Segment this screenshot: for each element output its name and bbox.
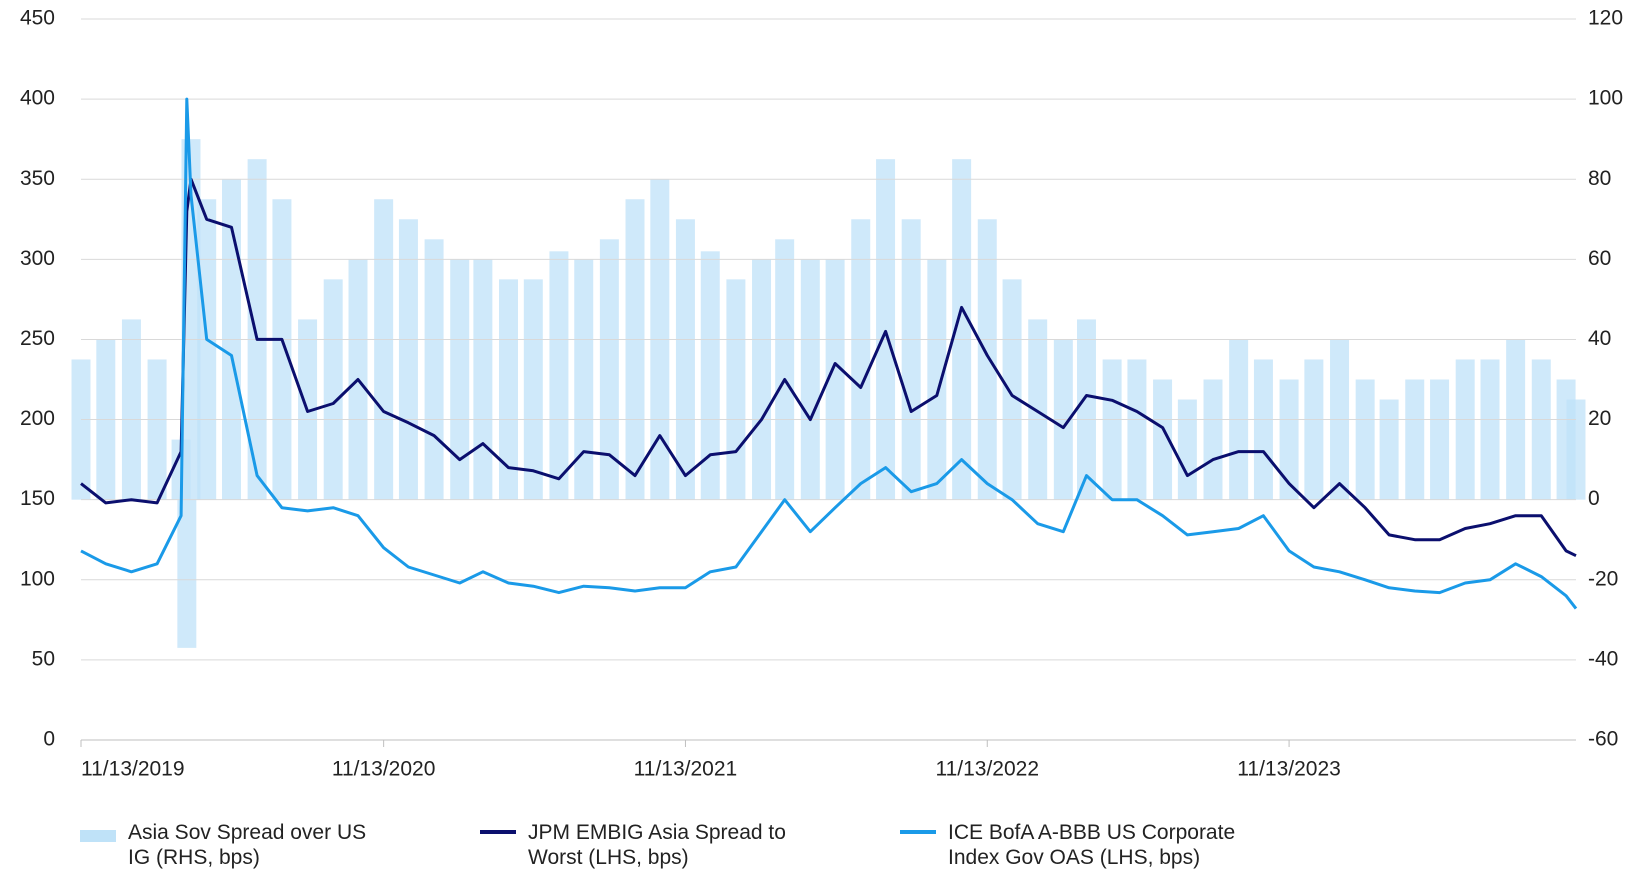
bar [1002,279,1022,500]
y-tick-label: 450 [20,7,55,30]
bar [272,199,292,500]
legend-swatch [900,830,936,834]
bar [800,259,820,500]
legend-item: ICE BofA A-BBB US Corporate Index Gov OA… [900,820,1288,870]
legend-swatch [480,830,516,834]
y2-tick-label: 120 [1588,7,1623,30]
bar [599,239,619,500]
y-tick-label: 300 [20,247,55,270]
y2-tick-label: 80 [1588,167,1611,190]
bar [1455,359,1475,500]
bar [1355,379,1375,500]
bar [549,251,569,500]
bar [1405,379,1425,500]
bar [876,159,896,500]
bar [825,259,845,500]
y-tick-label: 250 [20,327,55,350]
bar [147,359,167,500]
x-tick-label: 11/13/2019 [81,758,185,781]
bar [398,219,418,500]
bar [775,239,795,500]
bar [473,259,493,500]
bar [323,279,343,500]
bar [726,279,746,500]
x-tick-label: 11/13/2020 [332,758,436,781]
bar [424,239,444,500]
bar [177,499,197,648]
bar [374,199,394,500]
bar [574,259,594,500]
bar [1076,319,1096,500]
bar [121,319,141,500]
bar [952,159,972,500]
bar [1531,359,1551,500]
bar [1430,379,1450,500]
bar [675,219,695,500]
bar [1153,379,1173,500]
bar [752,259,772,500]
y2-tick-label: 20 [1588,407,1611,430]
bar [71,359,91,500]
bar [1127,359,1147,500]
bar [1480,359,1500,500]
bar [1203,379,1223,500]
y2-tick-label: 0 [1588,487,1600,510]
x-tick-label: 11/13/2021 [634,758,738,781]
y-tick-label: 50 [32,647,55,670]
bar [1177,399,1197,500]
y-tick-label: 200 [20,407,55,430]
bar [1253,359,1273,500]
x-tick-label: 11/13/2022 [935,758,1039,781]
y2-tick-label: 60 [1588,247,1611,270]
y2-tick-label: 40 [1588,327,1611,350]
y2-tick-label: -20 [1588,567,1618,590]
legend-label: Asia Sov Spread over US IG (RHS, bps) [128,821,367,869]
y2-tick-label: 100 [1588,87,1623,110]
bar [247,159,267,500]
legend-item: Asia Sov Spread over US IG (RHS, bps) [80,820,388,870]
bar [700,251,720,500]
y-tick-label: 100 [20,567,55,590]
bar [1379,399,1399,500]
x-tick-label: 11/13/2023 [1237,758,1341,781]
bar [450,259,470,500]
bar [523,279,543,500]
line-series [80,97,1578,610]
bar-layer [71,139,1586,648]
chart: 0 50 100 150 200 250 300 350 400 450 -60 -40 -20 0 20 4… [20,7,1623,781]
legend-label: JPM EMBIG Asia Spread to Worst (LHS, bps… [528,821,786,869]
bar [927,259,947,500]
bar [1304,359,1324,500]
bar [197,199,217,500]
bar [625,199,645,500]
bar [851,219,871,500]
y-tick-label: 400 [20,87,55,110]
legend-label: ICE BofA A-BBB US Corporate Index Gov OA… [948,821,1236,869]
bar [499,279,518,500]
bar [1028,319,1048,500]
line-series [80,177,1577,558]
y-tick-label: 0 [43,728,55,751]
y2-tick-label: -60 [1588,728,1618,751]
y2-tick-label: -40 [1588,647,1618,670]
bar [977,219,997,500]
bar [1566,399,1586,500]
bar [901,219,921,500]
bar [1102,359,1122,500]
bar [1279,379,1299,500]
y-tick-label: 350 [20,167,55,190]
legend-item: JPM EMBIG Asia Spread to Worst (LHS, bps… [480,820,788,870]
legend: Asia Sov Spread over US IG (RHS, bps) JPM… [80,820,1580,876]
legend-swatch [80,830,116,842]
y-tick-label: 150 [20,487,55,510]
